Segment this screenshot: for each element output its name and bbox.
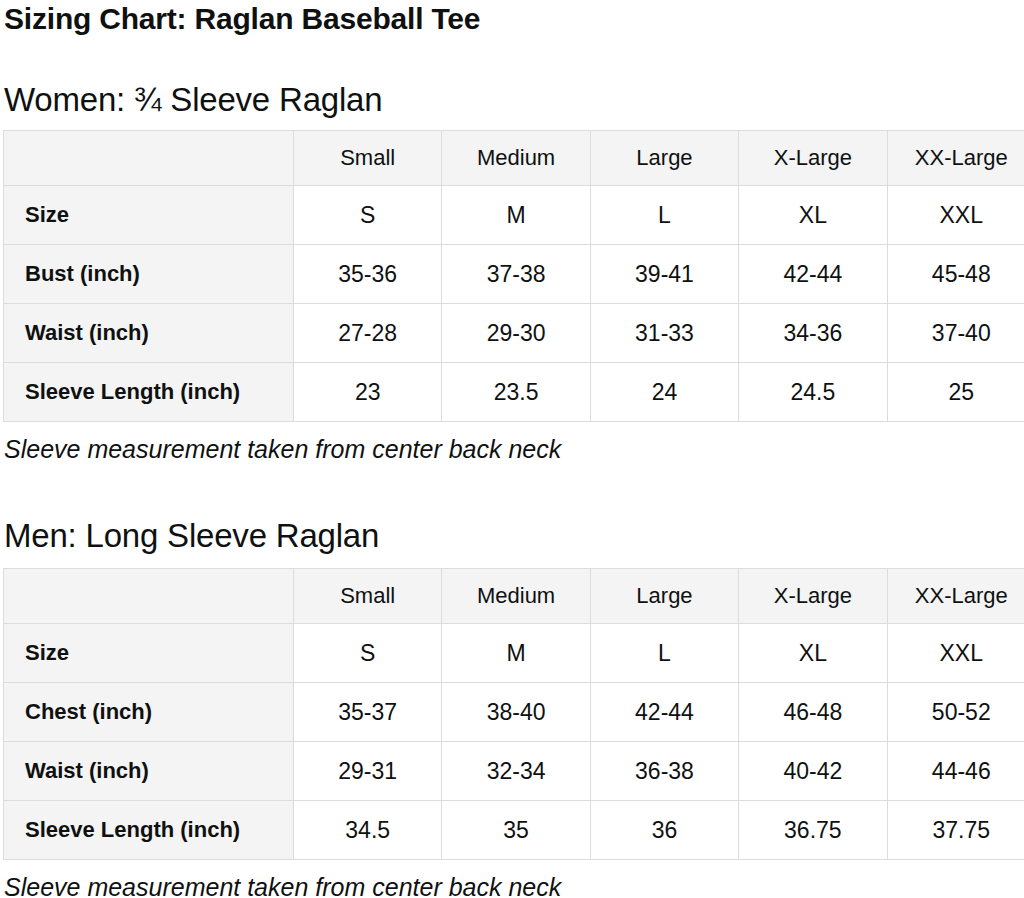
column-header-xlarge: X-Large	[739, 569, 887, 624]
table-cell: 36.75	[739, 801, 887, 860]
table-cell: 35-36	[294, 245, 442, 304]
column-header-xxlarge: XX-Large	[887, 131, 1024, 186]
table-row: Bust (inch) 35-36 37-38 39-41 42-44 45-4…	[4, 245, 1024, 304]
table-cell: 40-42	[739, 742, 887, 801]
column-header-large: Large	[590, 569, 738, 624]
table-row: Waist (inch) 29-31 32-34 36-38 40-42 44-…	[4, 742, 1024, 801]
table-cell: 36	[590, 801, 738, 860]
table-cell: 34-36	[739, 304, 887, 363]
row-label-sleeve-length: Sleeve Length (inch)	[4, 363, 294, 422]
table-cell: 50-52	[887, 683, 1024, 742]
column-header-xxlarge: XX-Large	[887, 569, 1024, 624]
table-cell: 24.5	[739, 363, 887, 422]
table-cell: 42-44	[739, 245, 887, 304]
table-cell: 27-28	[294, 304, 442, 363]
women-section: Women: ¾ Sleeve Raglan Small Medium Larg…	[3, 82, 1024, 464]
table-cell: XXL	[887, 186, 1024, 245]
table-cell: 23.5	[442, 363, 590, 422]
row-label-waist: Waist (inch)	[4, 742, 294, 801]
table-cell: 29-31	[294, 742, 442, 801]
column-header-small: Small	[294, 569, 442, 624]
corner-cell	[4, 131, 294, 186]
table-cell: XXL	[887, 624, 1024, 683]
column-header-small: Small	[294, 131, 442, 186]
row-label-size: Size	[4, 186, 294, 245]
table-row: Waist (inch) 27-28 29-30 31-33 34-36 37-…	[4, 304, 1024, 363]
column-header-xlarge: X-Large	[739, 131, 887, 186]
row-label-chest: Chest (inch)	[4, 683, 294, 742]
row-label-size: Size	[4, 624, 294, 683]
table-cell: 35-37	[294, 683, 442, 742]
men-section: Men: Long Sleeve Raglan Small Medium Lar…	[3, 518, 1024, 898]
page-title: Sizing Chart: Raglan Baseball Tee	[4, 2, 1024, 36]
column-header-medium: Medium	[442, 569, 590, 624]
table-header-row: Small Medium Large X-Large XX-Large	[4, 131, 1024, 186]
men-section-heading: Men: Long Sleeve Raglan	[4, 518, 1024, 554]
row-label-waist: Waist (inch)	[4, 304, 294, 363]
table-cell: 44-46	[887, 742, 1024, 801]
women-sizing-table: Small Medium Large X-Large XX-Large Size…	[3, 130, 1024, 422]
table-cell: XL	[739, 624, 887, 683]
table-row: Chest (inch) 35-37 38-40 42-44 46-48 50-…	[4, 683, 1024, 742]
table-cell: 34.5	[294, 801, 442, 860]
column-header-large: Large	[590, 131, 738, 186]
table-cell: 31-33	[590, 304, 738, 363]
row-label-bust: Bust (inch)	[4, 245, 294, 304]
table-cell: 32-34	[442, 742, 590, 801]
table-cell: 37.75	[887, 801, 1024, 860]
table-cell: 37-40	[887, 304, 1024, 363]
men-sizing-table: Small Medium Large X-Large XX-Large Size…	[3, 568, 1024, 860]
table-cell: S	[294, 624, 442, 683]
table-cell: 45-48	[887, 245, 1024, 304]
table-row: Sleeve Length (inch) 34.5 35 36 36.75 37…	[4, 801, 1024, 860]
table-cell: 39-41	[590, 245, 738, 304]
sizing-chart-page: Sizing Chart: Raglan Baseball Tee Women:…	[0, 2, 1024, 898]
table-cell: XL	[739, 186, 887, 245]
table-cell: S	[294, 186, 442, 245]
row-label-sleeve-length: Sleeve Length (inch)	[4, 801, 294, 860]
table-cell: 36-38	[590, 742, 738, 801]
table-cell: 25	[887, 363, 1024, 422]
table-cell: 23	[294, 363, 442, 422]
table-cell: 29-30	[442, 304, 590, 363]
table-header-row: Small Medium Large X-Large XX-Large	[4, 569, 1024, 624]
table-cell: 35	[442, 801, 590, 860]
table-row: Size S M L XL XXL	[4, 624, 1024, 683]
table-cell: M	[442, 186, 590, 245]
column-header-medium: Medium	[442, 131, 590, 186]
table-cell: L	[590, 186, 738, 245]
women-section-heading: Women: ¾ Sleeve Raglan	[4, 82, 1024, 118]
table-cell: 37-38	[442, 245, 590, 304]
table-row: Sleeve Length (inch) 23 23.5 24 24.5 25	[4, 363, 1024, 422]
table-cell: 24	[590, 363, 738, 422]
table-cell: L	[590, 624, 738, 683]
table-row: Size S M L XL XXL	[4, 186, 1024, 245]
corner-cell	[4, 569, 294, 624]
table-cell: 38-40	[442, 683, 590, 742]
table-cell: M	[442, 624, 590, 683]
table-cell: 46-48	[739, 683, 887, 742]
sleeve-measurement-note: Sleeve measurement taken from center bac…	[4, 872, 1024, 898]
table-cell: 42-44	[590, 683, 738, 742]
sleeve-measurement-note: Sleeve measurement taken from center bac…	[4, 434, 1024, 464]
